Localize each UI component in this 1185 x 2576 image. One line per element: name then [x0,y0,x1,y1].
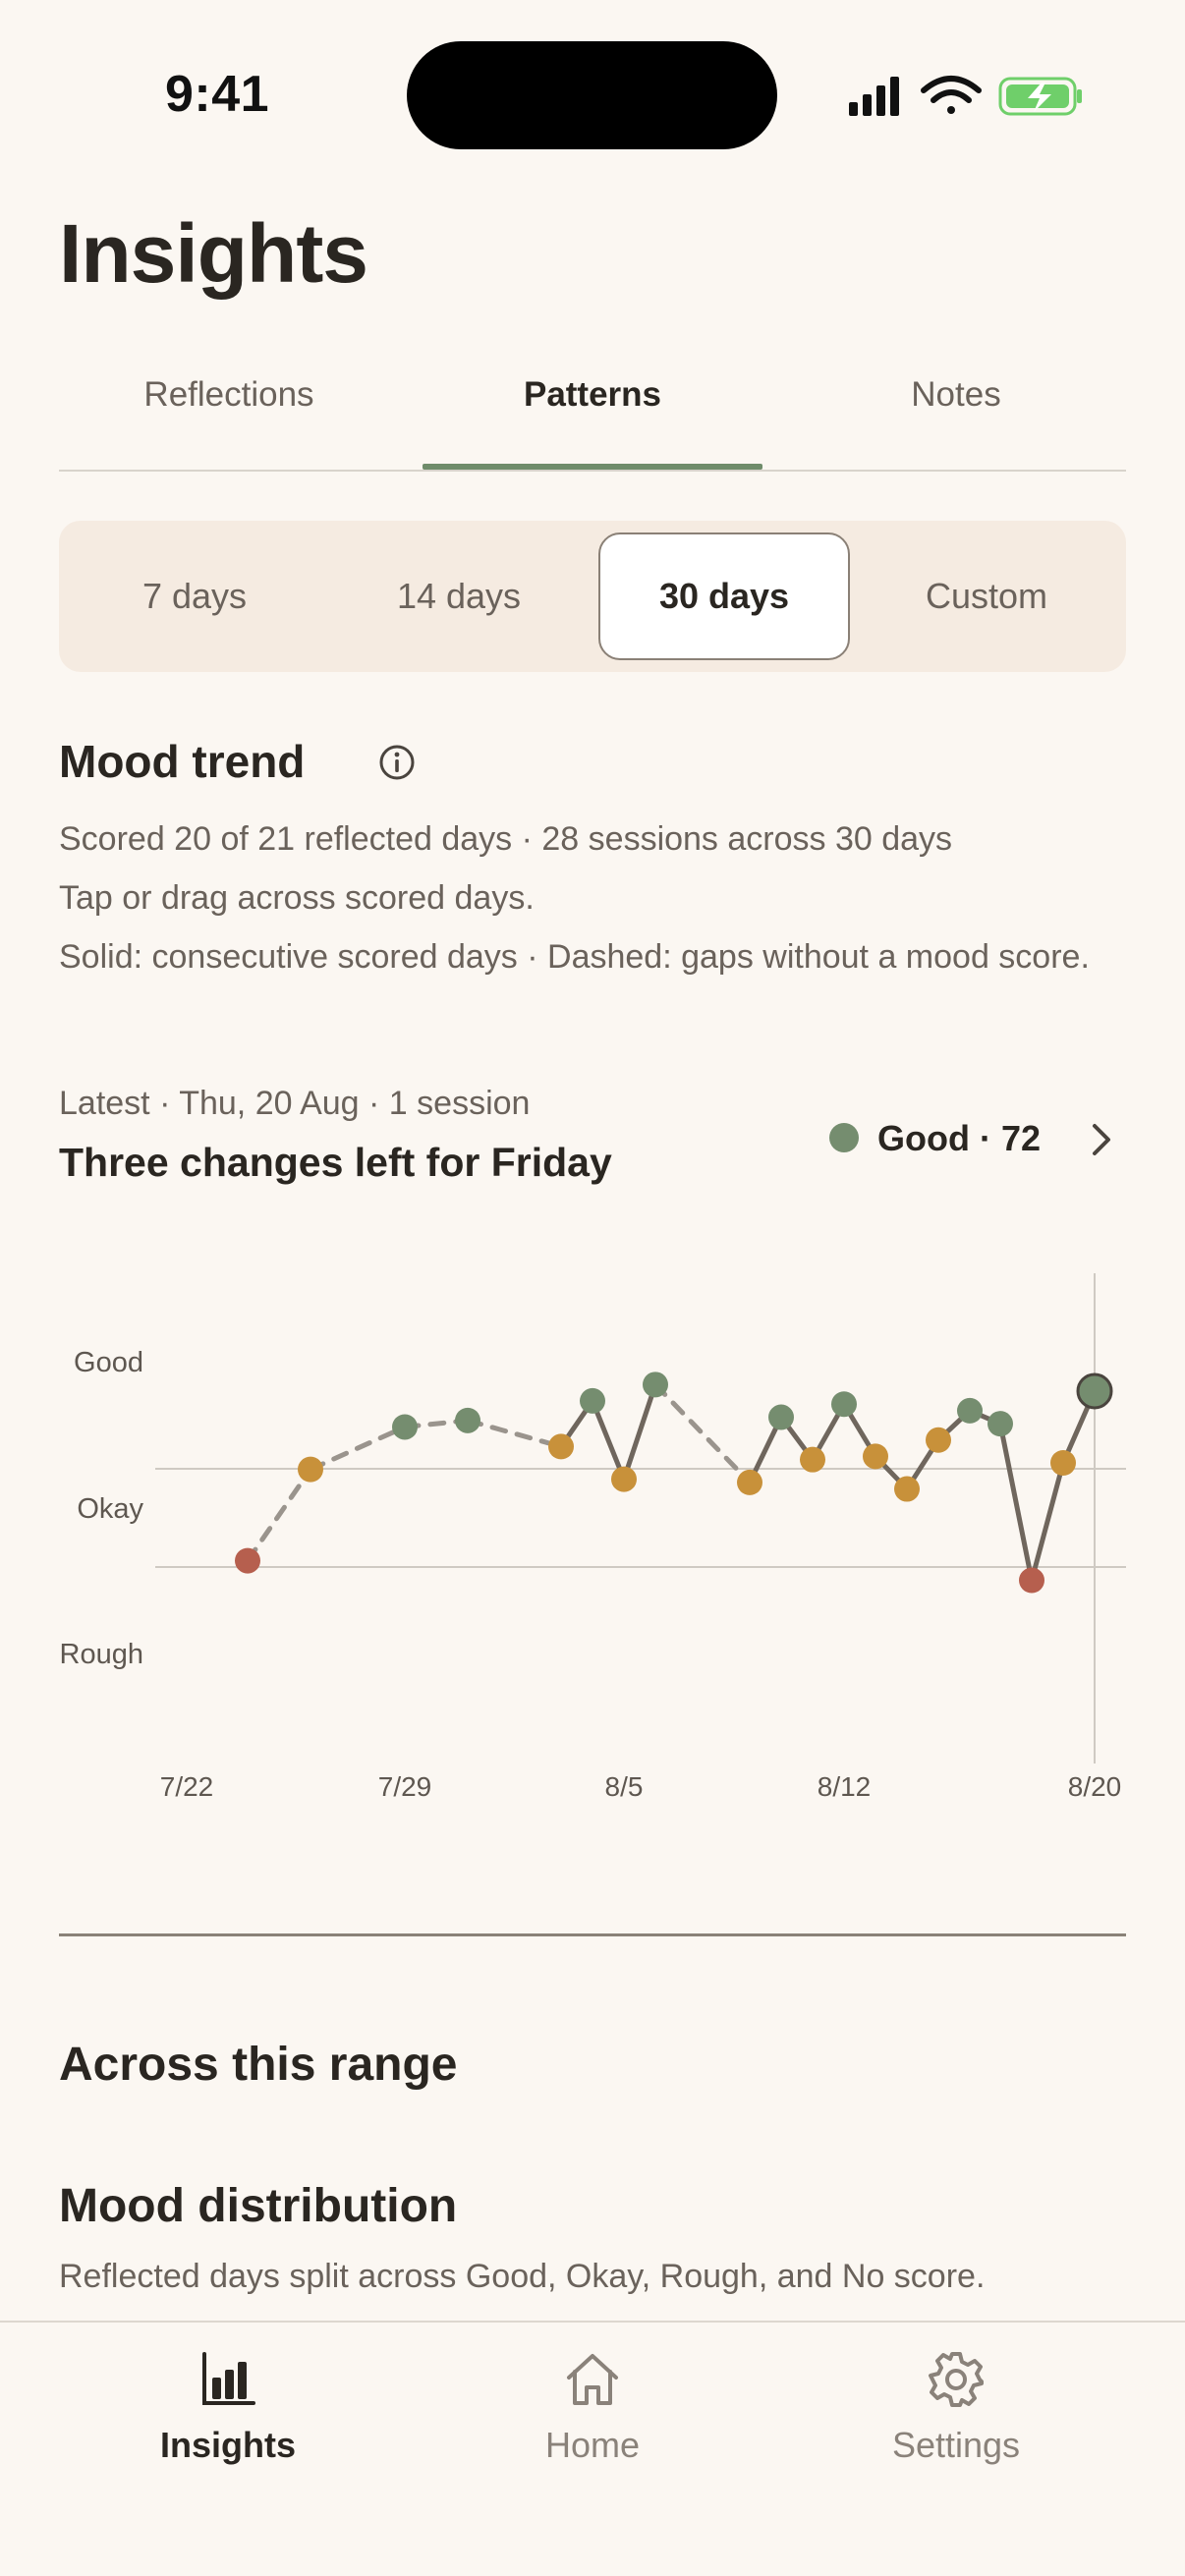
mood-distribution-subtitle: Reflected days split across Good, Okay, … [59,2258,986,2295]
x-axis-label: 8/20 [1068,1771,1122,1802]
nav-insights[interactable]: Insights [100,2346,356,2484]
chevron-right-icon[interactable] [1087,1122,1116,1157]
range-30-days[interactable]: 30 days [598,532,850,660]
gap-segment [245,1467,313,1564]
dynamic-island [407,41,777,149]
page-title: Insights [59,207,368,300]
battery-charging-icon [998,77,1082,116]
mood-point [768,1404,794,1430]
info-icon[interactable] [377,743,417,782]
y-axis-label: Rough [60,1639,143,1670]
chart-y-labels: Good Okay Rough [60,1347,144,1670]
nav-insights-label: Insights [159,2425,296,2465]
mood-point [1019,1567,1044,1594]
mood-point [800,1446,825,1473]
x-axis-label: 7/29 [378,1771,432,1802]
gap-segment [308,1424,408,1473]
mood-distribution-title: Mood distribution [59,2180,458,2232]
mood-point [235,1547,260,1574]
mood-point [863,1443,888,1470]
mood-point [643,1372,668,1398]
mood-point [988,1411,1013,1437]
x-axis-label: 7/22 [160,1771,214,1802]
trend-segment [590,1398,627,1483]
mood-trend-title: Mood trend [59,736,306,787]
trend-segment [997,1421,1035,1584]
mood-point [926,1427,951,1453]
mood-point [580,1387,605,1414]
mood-point [957,1397,983,1424]
mood-trend-legend-note: Solid: consecutive scored days · Dashed:… [59,938,1090,976]
mood-point [1050,1450,1076,1476]
cellular-signal-icon [849,77,899,116]
mood-trend-hint: Tap or drag across scored days. [59,879,535,917]
latest-mood-badge[interactable]: Good · 72 [877,1118,1042,1158]
range-14-days[interactable]: 14 days [396,576,522,616]
mood-trend-chart[interactable]: Good Okay Rough 7/22 7/29 8/5 8/12 8/20 [0,1258,1185,1827]
tabs-divider [59,470,1126,472]
wifi-icon [921,76,982,114]
latest-entry-meta: Latest · Thu, 20 Aug · 1 session [59,1085,531,1122]
range-custom[interactable]: Custom [925,576,1048,616]
range-segmented-control [59,521,1126,672]
bottom-tab-bar [0,2321,1185,2576]
nav-home[interactable]: Home [465,2346,720,2484]
mood-trend-summary: Scored 20 of 21 reflected days · 28 sess… [59,820,953,858]
active-tab-indicator [423,464,762,470]
x-axis-label: 8/5 [605,1771,644,1802]
y-axis-label: Okay [77,1493,143,1525]
tab-notes[interactable]: Notes [911,375,1001,414]
nav-home-label: Home [544,2425,641,2465]
mood-point [455,1407,480,1433]
latest-entry-title[interactable]: Three changes left for Friday [59,1140,612,1185]
mood-point [548,1433,574,1460]
mood-point [894,1476,920,1502]
gap-segment [465,1418,564,1449]
status-time: 9:41 [165,66,270,123]
mood-point [831,1391,857,1418]
nav-settings[interactable]: Settings [828,2346,1084,2484]
chart-grid [155,1273,1126,1764]
tab-reflections[interactable]: Reflections [143,375,314,414]
mood-point [392,1414,418,1440]
nav-settings-label: Settings [891,2425,1021,2465]
y-axis-label: Good [74,1347,143,1378]
section-divider [59,1933,1126,1936]
trend-segment [1029,1460,1066,1584]
range-7-days[interactable]: 7 days [141,576,248,616]
x-axis-label: 8/12 [818,1771,872,1802]
mood-point [298,1456,323,1483]
mood-point [737,1469,762,1495]
gear-icon [929,2352,984,2407]
chart-x-labels: 7/22 7/29 8/5 8/12 8/20 [160,1771,1122,1802]
home-icon [567,2354,618,2405]
gap-segment [652,1381,753,1485]
status-icons [849,76,1082,116]
latest-mood-dot [829,1123,859,1152]
chart-points [235,1372,1113,1594]
trend-segment [621,1381,658,1483]
mood-point [611,1466,637,1492]
across-range-title: Across this range [59,2039,458,2091]
tab-patterns[interactable]: Patterns [523,375,662,414]
bar-chart-icon [202,2352,255,2405]
selected-mood-point [1076,1372,1113,1410]
